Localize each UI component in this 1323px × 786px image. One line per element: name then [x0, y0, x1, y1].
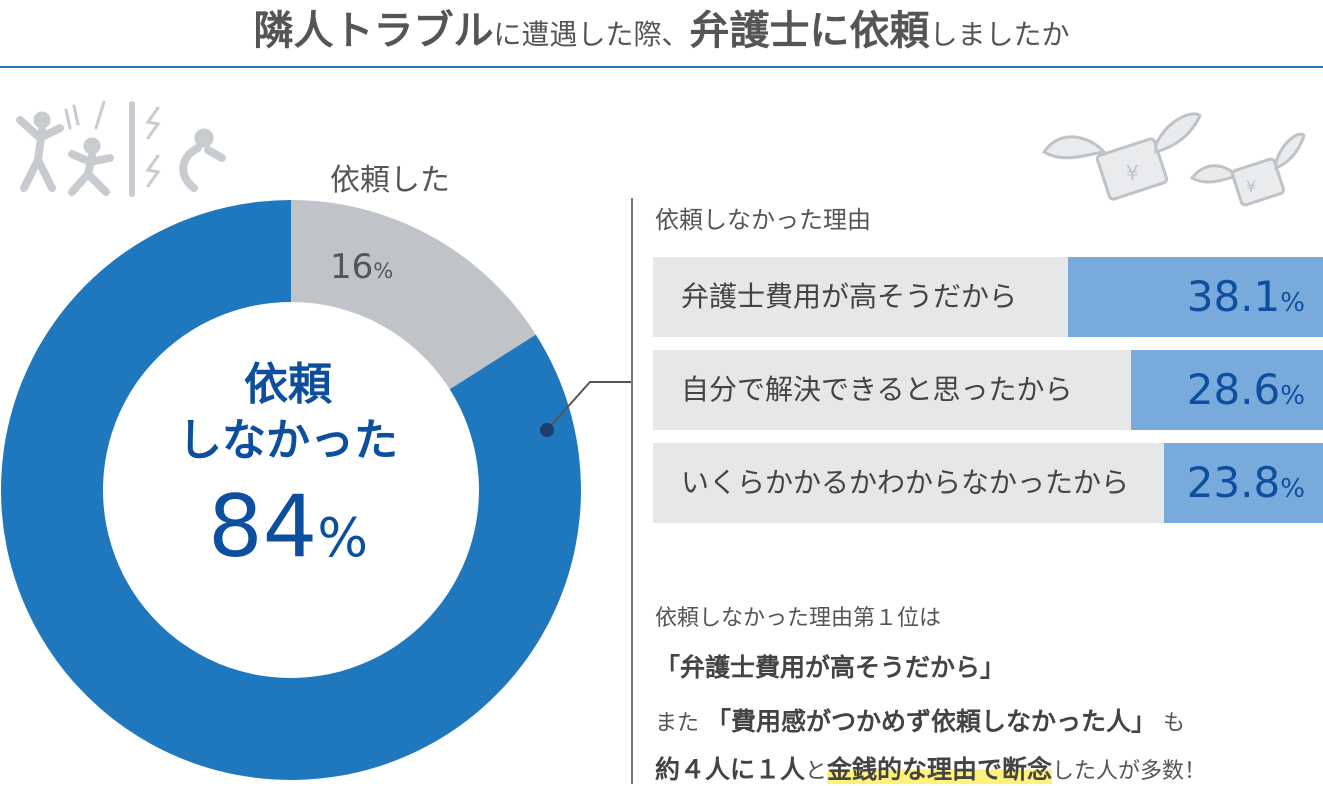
- title-part1: 隣人トラブル: [253, 8, 494, 54]
- reason-value-1: 38.1%: [1186, 272, 1305, 321]
- reason-value-3: 23.8%: [1186, 458, 1305, 507]
- note-line4: 約４人に１人と金銭的な理由で断念した人が多数！: [655, 750, 1206, 786]
- reason-bar-fill-3: [1163, 443, 1323, 523]
- note-line4a: 約４人に１人: [655, 755, 806, 784]
- reason-bar-3: いくらかかるかわからなかったから 23.8%: [653, 443, 1323, 523]
- note-line4d: した人が多数！: [1052, 759, 1207, 784]
- reason-label-1: 弁護士費用が高そうだから: [681, 280, 1018, 313]
- note-line3: また 「費用感がつかめず依頼しなかった人」 も: [655, 702, 1185, 738]
- note-line4c: 金銭的な理由で断念: [827, 755, 1053, 784]
- reason-label-2: 自分で解決できると思ったから: [681, 373, 1073, 406]
- donut-chart: [0, 200, 581, 780]
- donut-slice-no: [0, 200, 581, 780]
- note-line3b: 「費用感がつかめず依頼しなかった人」: [706, 707, 1157, 736]
- svg-text:¥: ¥: [1126, 161, 1139, 185]
- note-line2: 「弁護士費用が高そうだから」: [655, 653, 1006, 682]
- svg-text:¥: ¥: [1246, 177, 1256, 196]
- title-part3: 弁護士に依頼: [689, 8, 930, 54]
- slice-label-yes: 依頼した: [330, 163, 450, 198]
- page-title: 隣人トラブルに遭遇した際、弁護士に依頼しましたか: [0, 0, 1323, 62]
- divider-line: [631, 198, 633, 784]
- slice-value-yes: 16%: [330, 247, 394, 287]
- note-line3c: も: [1163, 711, 1186, 736]
- donut-center-label: 依頼 しなかった 84%: [120, 360, 456, 593]
- neighbor-trouble-icon: [16, 100, 226, 197]
- reason-bar-fill-2: [1131, 350, 1323, 430]
- note-line4b: と: [805, 759, 828, 784]
- reason-label-3: いくらかかるかわからなかったから: [681, 466, 1130, 499]
- title-part2: に遭遇した際、: [493, 18, 690, 51]
- center-label-line2: しなかった: [178, 415, 398, 466]
- note-line3a: また: [655, 711, 700, 736]
- reason-value-2: 28.6%: [1186, 365, 1305, 414]
- reason-bar-1: 弁護士費用が高そうだから 38.1%: [653, 257, 1323, 337]
- title-part4: しましたか: [929, 18, 1070, 51]
- reasons-title: 依頼しなかった理由: [655, 206, 871, 234]
- title-rule: [0, 66, 1323, 68]
- note-line1: 依頼しなかった理由第１位は: [655, 606, 942, 631]
- slice-value-no: 84%: [207, 477, 369, 577]
- leader-line: [540, 381, 632, 437]
- reason-bar-fill-1: [1067, 257, 1323, 337]
- flying-money-icon: ¥ ¥: [1041, 112, 1306, 207]
- center-label-line1: 依頼: [244, 359, 332, 410]
- donut-slice-yes: [291, 200, 536, 390]
- reason-bar-2: 自分で解決できると思ったから 28.6%: [653, 350, 1323, 430]
